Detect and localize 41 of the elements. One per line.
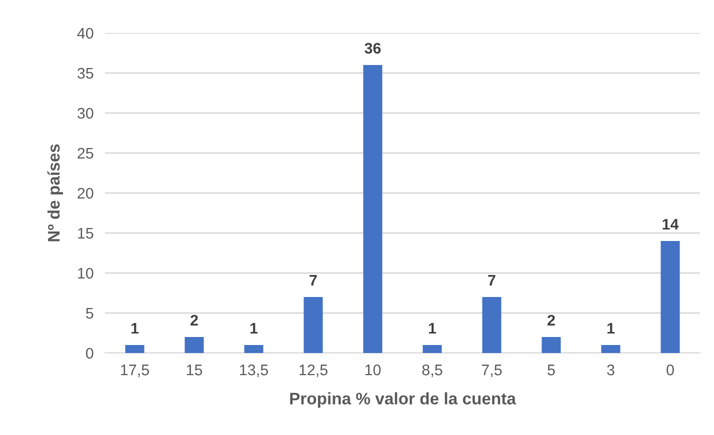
- y-tick-label: 15: [78, 228, 94, 239]
- bar: [244, 345, 264, 353]
- bar: [363, 65, 382, 353]
- bar: [542, 337, 561, 353]
- bar: [482, 297, 502, 353]
- x-tick-label: 3: [607, 364, 614, 376]
- data-label: 2: [190, 314, 198, 326]
- bar: [601, 345, 620, 353]
- data-label: 36: [364, 42, 381, 54]
- bar: [422, 345, 442, 353]
- x-tick-label: 13,5: [240, 364, 268, 378]
- y-tick-label: 5: [86, 308, 94, 319]
- y-tick-label: 25: [78, 148, 94, 159]
- x-tick-label: 5: [548, 364, 555, 376]
- data-label: 1: [250, 322, 258, 334]
- data-label: 1: [428, 322, 436, 334]
- x-tick-label: 15: [186, 364, 202, 376]
- data-label: 14: [662, 218, 679, 230]
- data-label: 1: [607, 322, 615, 334]
- bar: [660, 241, 680, 353]
- x-tick-label: 17,5: [121, 364, 149, 378]
- x-tick-label: 12,5: [300, 364, 328, 378]
- bar: [304, 297, 323, 353]
- data-label: 2: [548, 314, 555, 326]
- bar: [184, 337, 204, 353]
- data-label: 7: [310, 274, 317, 286]
- y-tick-label: 20: [78, 188, 94, 199]
- y-axis-title: Nº de países: [47, 144, 64, 242]
- y-tick-label: 30: [77, 108, 94, 119]
- x-tick-label: 8,5: [422, 364, 442, 378]
- y-tick-label: 0: [86, 348, 94, 359]
- x-tick-label: 10: [365, 364, 381, 376]
- x-axis-title: Propina % valor de la cuenta: [290, 392, 516, 408]
- data-label: 7: [488, 274, 496, 286]
- data-label: 1: [131, 322, 139, 334]
- y-tick-label: 10: [78, 268, 94, 279]
- y-tick-label: 35: [77, 68, 94, 79]
- x-tick-label: 0: [666, 364, 674, 376]
- x-tick-label: 7,5: [482, 364, 502, 378]
- bar: [125, 345, 144, 353]
- y-tick-label: 40: [77, 28, 94, 39]
